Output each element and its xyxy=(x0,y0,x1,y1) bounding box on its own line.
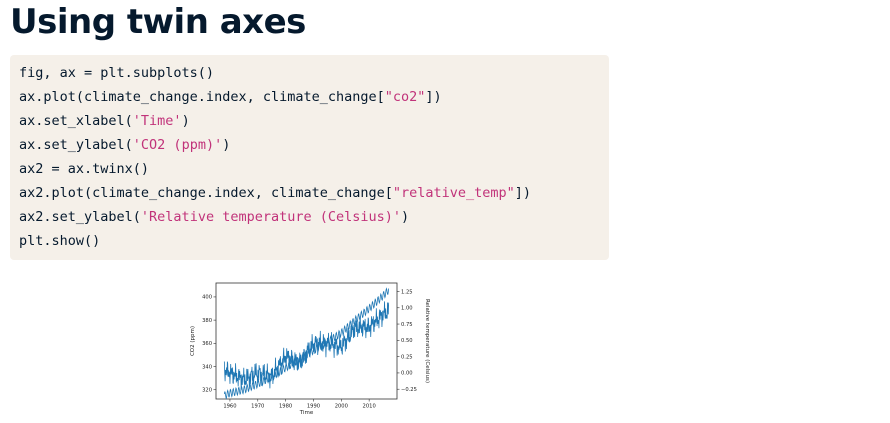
code-token: ax.set_xlabel( xyxy=(19,113,133,129)
code-block: fig, ax = plt.subplots() ax.plot(climate_… xyxy=(10,55,609,260)
x-axis-label: Time xyxy=(299,410,314,416)
code-token: ) xyxy=(401,209,410,225)
code-string: "co2" xyxy=(384,89,426,105)
code-token: ax.plot(climate_change.index, climate_ch… xyxy=(19,89,385,105)
y-axis-left-label: CO2 (ppm) xyxy=(190,326,196,356)
y-right-tick-label: 1.00 xyxy=(401,306,413,312)
x-tick-label: 1970 xyxy=(251,404,264,410)
code-token: ) xyxy=(181,113,190,129)
x-tick-label: 1990 xyxy=(307,404,320,410)
code-token: ) xyxy=(222,137,231,153)
code-line: ax2 = ax.twinx() xyxy=(19,157,609,181)
y-left-tick-label: 380 xyxy=(202,318,212,324)
y-right-tick-label: 0.00 xyxy=(401,371,413,377)
y-left-tick-label: 320 xyxy=(202,388,212,394)
code-string: 'Time' xyxy=(132,113,182,129)
page-title: Using twin axes xyxy=(10,2,306,42)
chart-lines xyxy=(223,287,390,400)
code-line: ax2.set_ylabel('Relative temperature (Ce… xyxy=(19,205,609,229)
y-right-tick-label: 0.75 xyxy=(401,322,413,328)
code-token: ]) xyxy=(425,89,442,105)
x-tick-label: 2000 xyxy=(335,404,348,410)
code-token: ax2.plot(climate_change.index, climate_c… xyxy=(19,185,393,201)
code-token: fig, ax = plt.subplots() xyxy=(19,65,215,81)
chart-ticks: 1960 1970 1980 1990 2000 2010 320 340 360 380 400 −… xyxy=(202,289,417,409)
code-line: fig, ax = plt.subplots() xyxy=(19,61,609,85)
x-tick-label: 2010 xyxy=(363,404,376,410)
y-left-tick-label: 340 xyxy=(202,364,212,370)
y-right-tick-label: 1.25 xyxy=(401,289,413,295)
twin-axes-chart: 1960 1970 1980 1990 2000 2010 320 340 360 380 400 −… xyxy=(185,278,435,418)
y-axis-right-label: Relative temperature (Celsius) xyxy=(424,299,430,383)
code-line: ax.set_ylabel('CO2 (ppm)') xyxy=(19,133,609,157)
code-token: ax.set_ylabel( xyxy=(19,137,133,153)
x-tick-label: 1960 xyxy=(223,404,236,410)
x-tick-label: 1980 xyxy=(279,404,292,410)
code-string: "relative_temp" xyxy=(392,185,515,201)
relative-temp-series-line xyxy=(223,301,390,390)
code-line: ax.plot(climate_change.index, climate_ch… xyxy=(19,85,609,109)
code-token: ax2.set_ylabel( xyxy=(19,209,141,225)
code-token: ]) xyxy=(514,185,532,201)
y-right-tick-label: −0.25 xyxy=(401,387,417,393)
code-string: 'Relative temperature (Celsius)' xyxy=(140,209,402,225)
y-right-tick-label: 0.50 xyxy=(401,338,413,344)
code-string: 'CO2 (ppm)' xyxy=(132,137,223,153)
code-token: plt.show() xyxy=(19,233,101,249)
y-left-tick-label: 360 xyxy=(202,341,212,347)
y-left-tick-label: 400 xyxy=(202,295,212,301)
code-line: ax.set_xlabel('Time') xyxy=(19,109,609,133)
y-right-tick-label: 0.25 xyxy=(401,354,413,360)
plot-frame xyxy=(215,282,398,400)
chart-svg: 1960 1970 1980 1990 2000 2010 320 340 360 380 400 −… xyxy=(190,282,430,416)
code-line: ax2.plot(climate_change.index, climate_c… xyxy=(19,181,609,205)
code-line: plt.show() xyxy=(19,229,609,253)
code-token: ax2 = ax.twinx() xyxy=(19,161,150,177)
